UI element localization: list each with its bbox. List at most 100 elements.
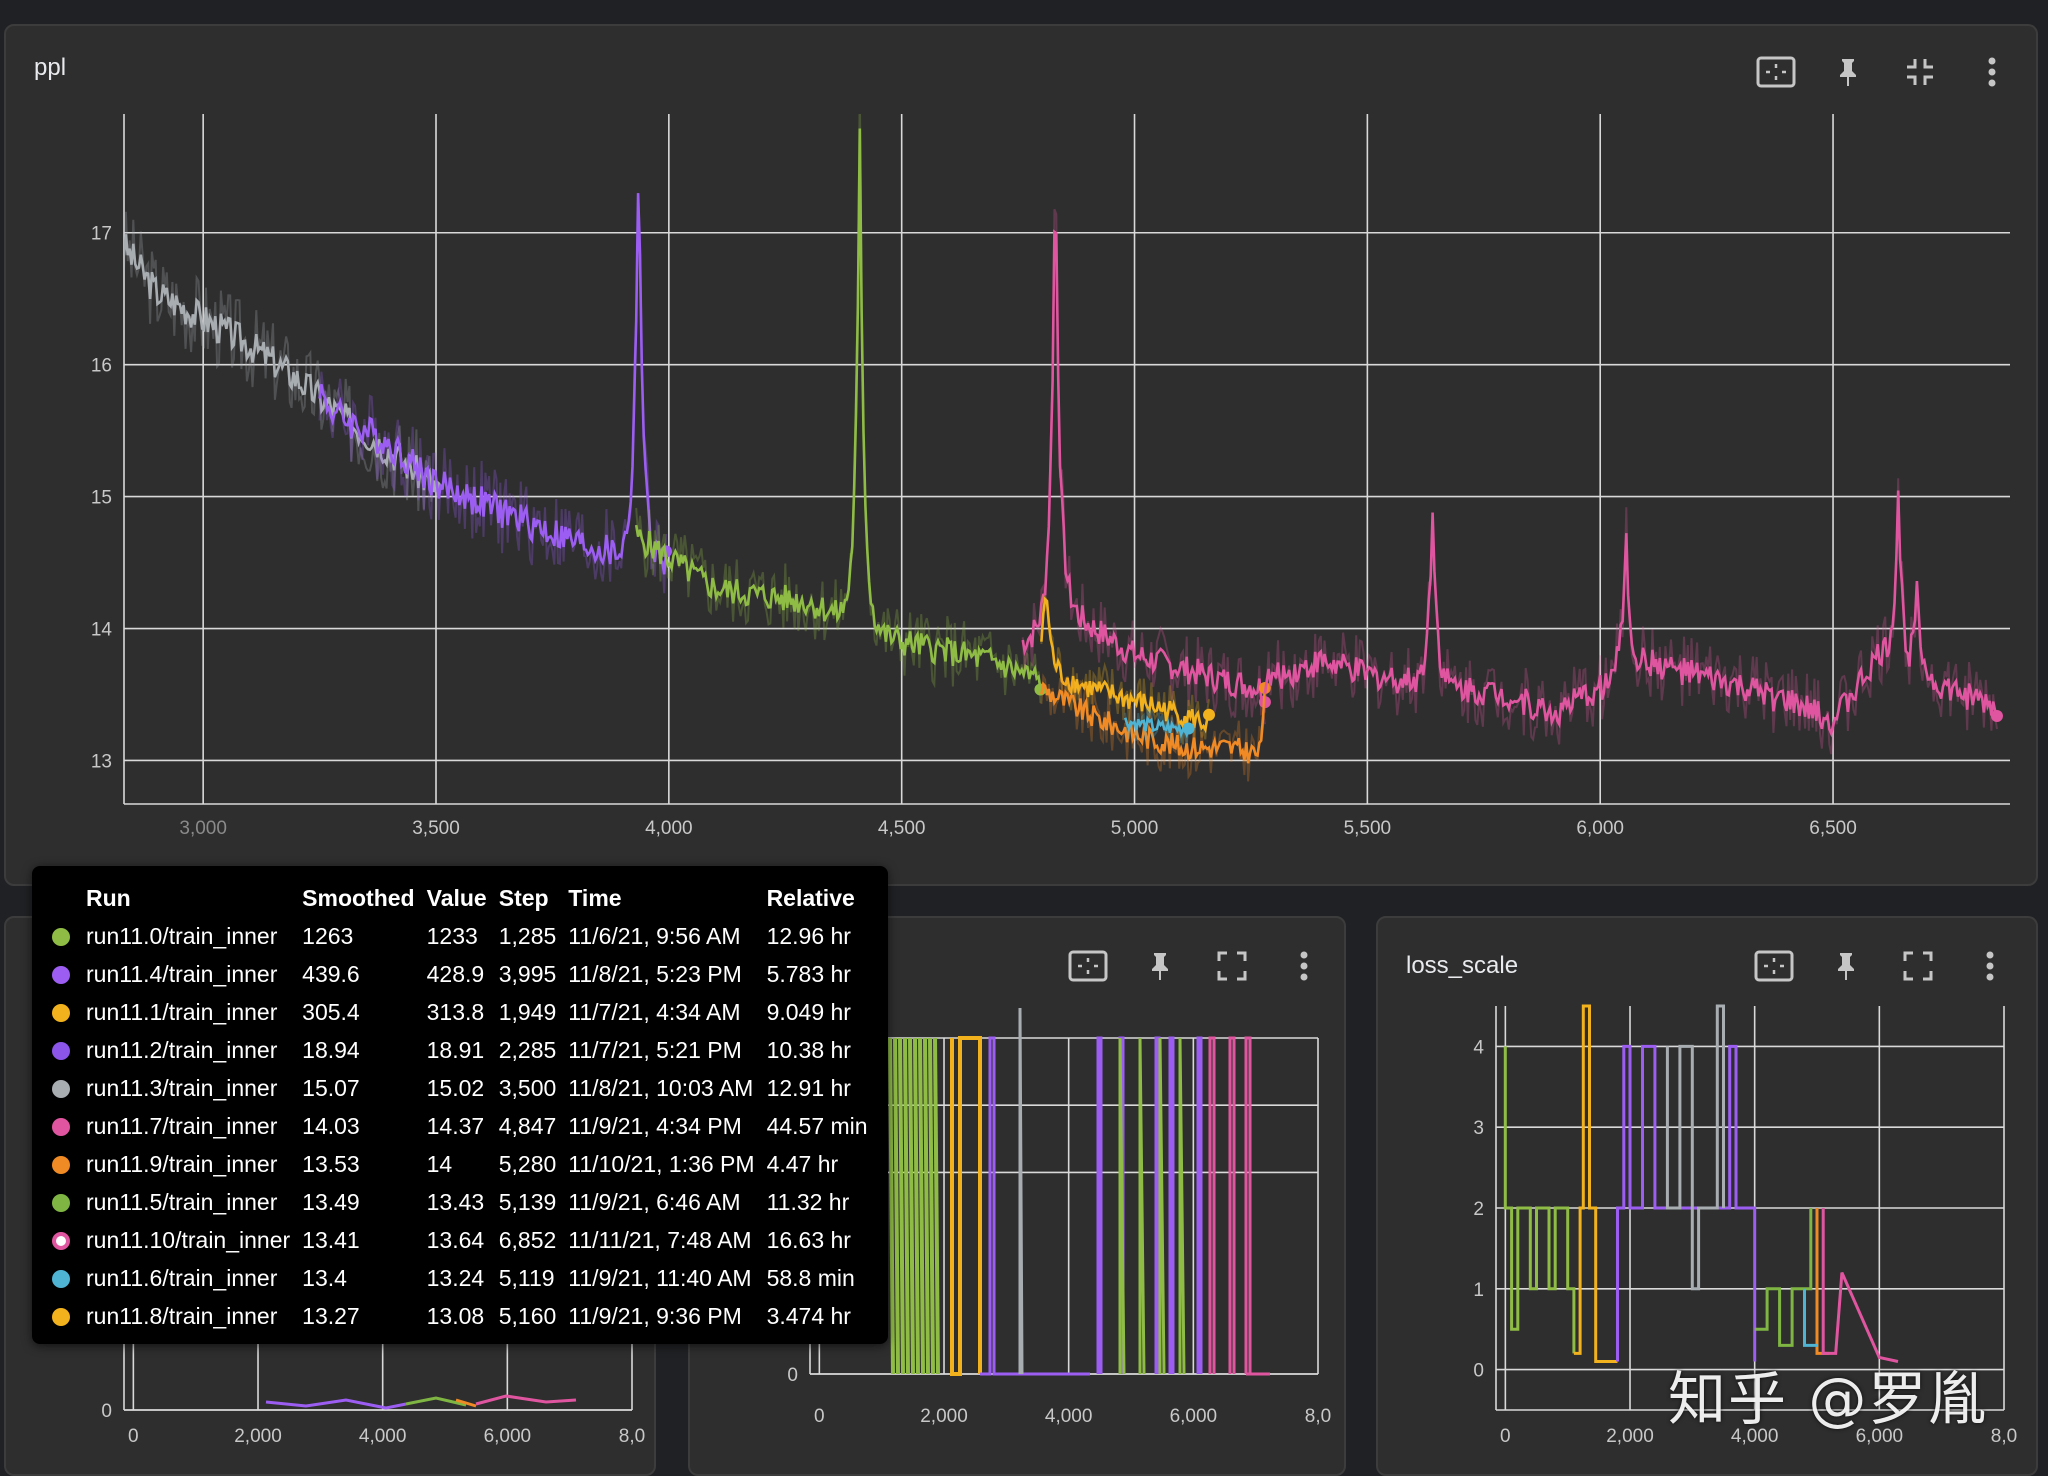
y-tick-label: 14 (91, 620, 113, 641)
tooltip-cell-time: 11/9/21, 4:34 PM (568, 1112, 742, 1139)
tooltip-cell-run: run11.10/train_inner (86, 1226, 291, 1253)
loss-scale-series-line (1754, 1208, 1813, 1347)
ppl-chart[interactable]: 3,000 3,500 4,000 4,500 5,000 5,500 6,000 6,500… (6, 26, 2038, 886)
pin-icon (1152, 953, 1168, 980)
run-color-swatch (52, 1080, 70, 1099)
loss-scale-series-line (1616, 1044, 1757, 1362)
x-tick-label: 6,000 (1170, 1406, 1218, 1427)
series-raw-line (1263, 478, 1998, 755)
tooltip-cell-value: 13.08 (426, 1302, 485, 1329)
x-tick-label: 6,000 (1856, 1426, 1904, 1447)
tooltip-cell-relative: 10.38 hr (766, 1036, 851, 1063)
more-button[interactable] (1956, 56, 2028, 88)
fit-domain-button[interactable] (1740, 56, 1812, 88)
tooltip-row: run11.5/train_inner 13.49 13.43 5,139 11/9/2… (46, 1183, 876, 1221)
series-smoothed-line (1021, 229, 1267, 703)
tooltip-cell-relative: 12.91 hr (766, 1074, 851, 1101)
tooltip-row: run11.4/train_inner 439.6 428.9 3,995 11/8/2… (46, 955, 876, 993)
tooltip-row: run11.7/train_inner 14.03 14.37 4,847 11/9/2… (46, 1107, 876, 1145)
clip-more-button[interactable] (1268, 950, 1340, 982)
tooltip-table: Run Smoothed Value Step Time Relative ru… (46, 880, 876, 1335)
y-tick-label: 4 (1473, 1037, 1484, 1058)
tooltip-cell-run: run11.2/train_inner (86, 1036, 278, 1063)
tooltip-cell-step: 5,160 (498, 1302, 557, 1329)
tooltip-cell-relative: 11.32 hr (766, 1188, 850, 1215)
x-tick-label: 3,500 (412, 818, 460, 839)
gnorm-series-line (455, 1398, 477, 1408)
loss-scale-chart[interactable]: 0 2,000 4,000 6,000 8,0 0 1 2 3 4 (1378, 918, 2038, 1476)
clip-series-line (1196, 1036, 1203, 1374)
clip-fullscreen-button[interactable] (1196, 951, 1268, 981)
ppl-series-group (124, 114, 2003, 782)
clip-series-line (1208, 1036, 1216, 1374)
series-raw-line (318, 192, 668, 594)
tooltip-cell-color (46, 917, 82, 955)
tooltip-row: run11.9/train_inner 13.53 14 5,280 11/10/21,… (46, 1145, 876, 1183)
run-color-swatch (52, 1308, 70, 1327)
tooltip-row: run11.3/train_inner 15.07 15.02 3,500 11/8/2… (46, 1069, 876, 1107)
tooltip-cell-run: run11.6/train_inner (86, 1264, 278, 1291)
tooltip-cell-color (46, 1107, 82, 1145)
tooltip-cell-color (46, 1297, 82, 1335)
clip-series-line (1096, 1036, 1103, 1374)
series-smoothed-line (1123, 715, 1190, 739)
tooltip-cell-run: run11.9/train_inner (86, 1150, 278, 1177)
tooltip-cell-relative: 58.8 min (766, 1264, 855, 1291)
fit-domain-icon (1068, 950, 1108, 982)
tooltip-cell-value: 1233 (426, 922, 478, 949)
fullscreen-exit-button[interactable] (1884, 57, 1956, 87)
loss-scale-series-line (1665, 1004, 1725, 1291)
x-tick-label: 2,000 (1606, 1426, 1654, 1447)
tooltip-cell-time: 11/8/21, 10:03 AM (568, 1074, 754, 1101)
clip-series-line (1178, 1037, 1186, 1375)
x-tick-label: 0 (128, 1426, 139, 1447)
loss-scale-pin-button[interactable] (1810, 950, 1882, 982)
run-color-swatch (52, 928, 70, 947)
tooltip-cell-value: 14.37 (426, 1112, 485, 1139)
x-tick-label: 8,0 (619, 1426, 645, 1447)
series-end-point (1990, 710, 2003, 723)
y-tick-label: 0 (101, 1401, 112, 1422)
tooltip-cell-color (46, 1069, 82, 1107)
more-vert-icon (1986, 951, 1994, 981)
x-tick-label: 8,0 (1305, 1406, 1331, 1427)
tooltip-cell-step: 1,949 (498, 998, 557, 1025)
tooltip-cell-value: 13.24 (426, 1264, 485, 1291)
watermark-text: 知乎 @罗胤 (1668, 1365, 1989, 1433)
y-tick-label: 3 (1473, 1118, 1484, 1139)
clip-series-line (950, 1036, 982, 1376)
tooltip-cell-smoothed: 13.41 (302, 1226, 360, 1253)
tooltip-cell-value: 13.64 (426, 1226, 485, 1253)
clip-pin-button[interactable] (1124, 950, 1196, 982)
clip-series-line (980, 1036, 1090, 1376)
tooltip-cell-smoothed: 305.4 (302, 998, 360, 1025)
x-tick-label: 4,000 (1045, 1406, 1093, 1427)
tooltip-cell-value: 14 (426, 1150, 453, 1177)
tooltip-cell-time: 11/10/21, 1:36 PM (568, 1150, 755, 1177)
fullscreen-exit-icon (1907, 59, 1933, 85)
gnorm-series-line (475, 1394, 577, 1406)
clip-fit-domain-button[interactable] (1052, 950, 1124, 982)
pin-button[interactable] (1812, 56, 1884, 88)
x-tick-label: 5,500 (1344, 818, 1392, 839)
series-smoothed-line (1040, 681, 1267, 764)
series-raw-line (1021, 208, 1266, 725)
series-smoothed-line (1263, 490, 1999, 738)
loss-scale-fit-domain-button[interactable] (1738, 950, 1810, 982)
clip-series-line (1118, 1037, 1126, 1375)
tooltip-cell-smoothed: 13.27 (302, 1302, 360, 1329)
series-end-point (1203, 708, 1216, 721)
tooltip-header-time: Time (568, 885, 622, 911)
series-smoothed-line (124, 234, 437, 491)
tooltip-cell-relative: 12.96 hr (766, 922, 851, 949)
pin-icon (1838, 953, 1854, 980)
x-tick-label: 3,000 (179, 818, 227, 839)
clip-series-line (918, 1037, 925, 1375)
x-tick-label: 8,0 (1991, 1426, 2017, 1447)
tooltip-row: run11.10/train_inner 13.41 13.64 6,852 11/11… (46, 1221, 876, 1259)
loss-scale-more-button[interactable] (1954, 950, 2026, 982)
y-tick-label: 15 (91, 488, 112, 509)
loss-scale-fullscreen-button[interactable] (1882, 951, 1954, 981)
tooltip-cell-value: 428.9 (426, 960, 485, 987)
